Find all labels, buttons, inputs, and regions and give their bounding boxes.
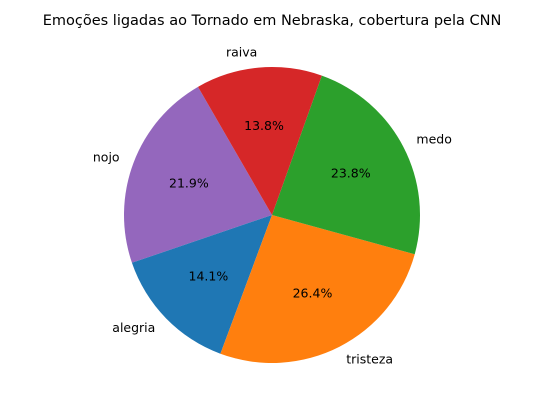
slice-label-medo: medo [416,131,451,146]
pie-slice-raiva [198,67,322,215]
pie-slice-medo [272,75,420,255]
slice-percent-raiva: 13.8% [244,118,284,133]
slice-label-raiva: raiva [226,44,257,59]
slice-percent-medo: 23.8% [331,166,371,181]
pie-slice-nojo [123,86,272,263]
slice-label-tristeza: tristeza [346,351,393,366]
pie-slice-alegria [131,215,272,354]
slice-label-alegria: alegria [112,320,155,335]
slice-percent-nojo: 21.9% [169,175,209,190]
slice-percent-alegria: 14.1% [189,268,229,283]
slice-label-nojo: nojo [93,149,120,164]
slice-percent-tristeza: 26.4% [293,286,333,301]
chart-title: Emoções ligadas ao Tornado em Nebraska, … [43,13,502,29]
pie-slice-tristeza [220,215,415,363]
pie-labels: nojo 21.9% alegria 14.1% tristeza 26.4% medo 23… [93,44,452,366]
pie-slices [123,67,420,363]
